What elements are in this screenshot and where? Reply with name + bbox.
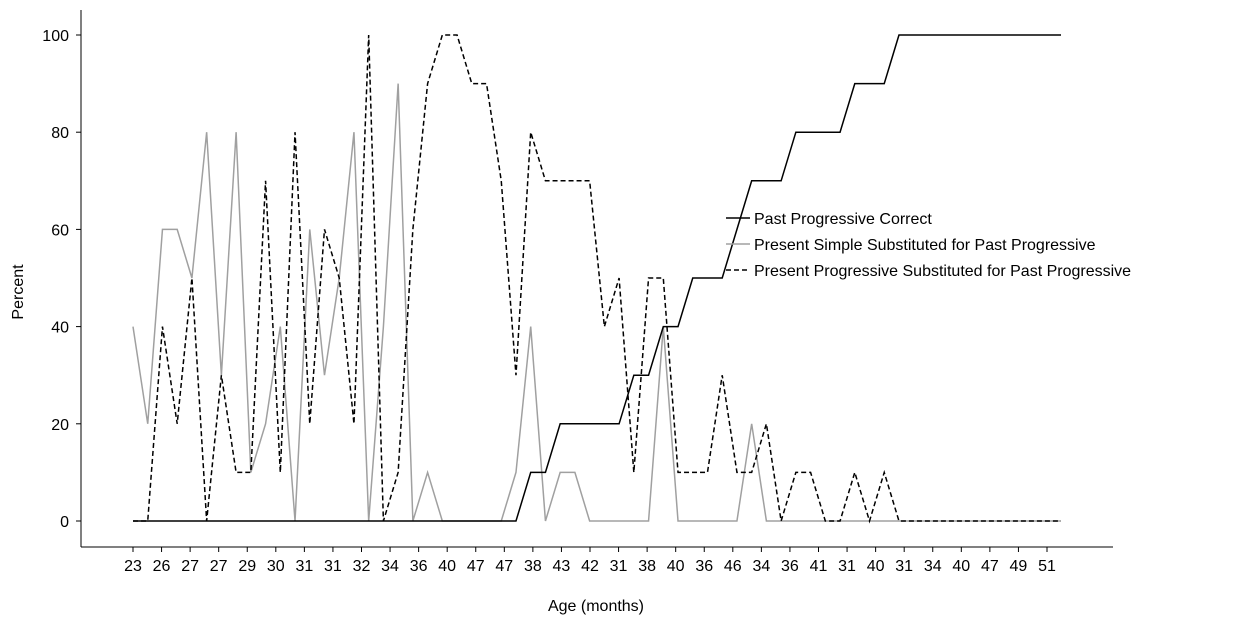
x-tick-label: 23 — [124, 558, 142, 575]
x-tick-label: 47 — [981, 558, 999, 575]
axes — [80, 10, 1113, 548]
series-line-2 — [132, 83, 1061, 522]
y-tick-label: 80 — [51, 125, 69, 142]
y-tick-label: 20 — [51, 417, 69, 434]
y-tick-label: 60 — [51, 222, 69, 239]
legend: Past Progressive Correct Present Simple S… — [726, 211, 1131, 280]
y-axis-ticks: 0 20 40 60 80 100 — [42, 28, 81, 531]
x-tick-label: 31 — [838, 558, 856, 575]
x-tick-label: 43 — [553, 558, 571, 575]
x-tick-label: 38 — [524, 558, 542, 575]
x-tick-label: 46 — [724, 558, 742, 575]
y-axis-title: Percent — [10, 264, 27, 320]
x-tick-label: 47 — [495, 558, 513, 575]
x-tick-label: 51 — [1038, 558, 1056, 575]
x-tick-label: 36 — [695, 558, 713, 575]
y-tick-label: 100 — [42, 28, 69, 45]
x-tick-label: 42 — [581, 558, 599, 575]
x-tick-label: 31 — [895, 558, 913, 575]
x-tick-label: 27 — [181, 558, 199, 575]
x-tick-label: 29 — [238, 558, 256, 575]
x-tick-label: 49 — [1010, 558, 1028, 575]
x-tick-label: 34 — [752, 558, 770, 575]
x-tick-label: 34 — [381, 558, 399, 575]
x-tick-label: 40 — [438, 558, 456, 575]
x-tick-label: 30 — [267, 558, 285, 575]
x-tick-label: 27 — [210, 558, 228, 575]
x-tick-label: 40 — [952, 558, 970, 575]
series-line-1 — [133, 34, 1061, 522]
x-tick-label: 36 — [410, 558, 428, 575]
legend-label-1: Past Progressive Correct — [754, 211, 932, 228]
x-tick-label: 31 — [610, 558, 628, 575]
x-tick-label: 47 — [467, 558, 485, 575]
x-tick-label: 40 — [867, 558, 885, 575]
x-tick-label: 34 — [924, 558, 942, 575]
x-tick-label: 26 — [153, 558, 171, 575]
x-tick-label: 41 — [810, 558, 828, 575]
x-tick-label: 40 — [667, 558, 685, 575]
x-tick-label: 31 — [295, 558, 313, 575]
x-axis-ticks: 23 26 27 27 29 30 31 31 32 34 36 40 47 47 38 43 42 31 38 40… — [124, 547, 1056, 575]
y-tick-label: 40 — [51, 320, 69, 337]
legend-label-3: Present Progressive Substituted for Past… — [754, 263, 1131, 280]
x-tick-label: 36 — [781, 558, 799, 575]
legend-label-2: Present Simple Substituted for Past Prog… — [754, 237, 1096, 254]
series-lines — [132, 34, 1061, 524]
x-tick-label: 32 — [353, 558, 371, 575]
x-tick-label: 31 — [324, 558, 342, 575]
x-axis-title: Age (months) — [548, 598, 644, 615]
y-tick-label: 0 — [60, 514, 69, 531]
x-tick-label: 38 — [638, 558, 656, 575]
